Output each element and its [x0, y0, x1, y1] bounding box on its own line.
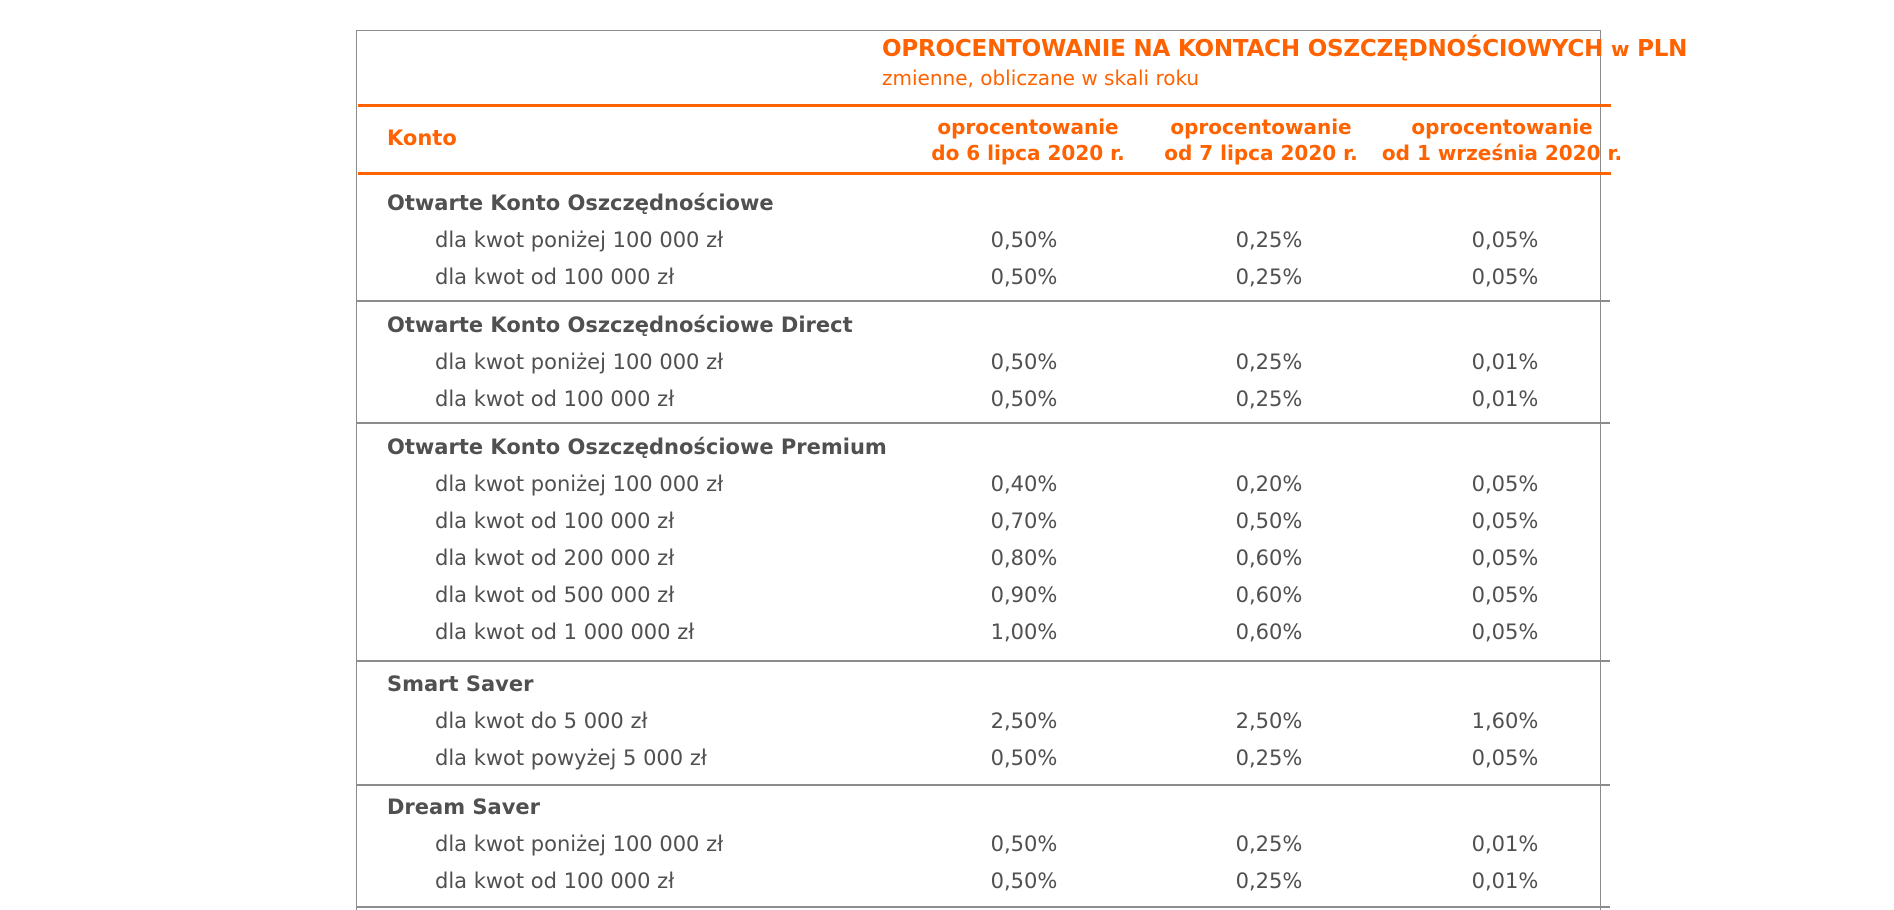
rate-value: 0,50% [1235, 509, 1303, 533]
rate-value: 0,05% [1471, 472, 1539, 496]
rate-value: 0,25% [1235, 746, 1303, 770]
column-header-line: od 7 lipca 2020 r. [1164, 141, 1358, 165]
rate-value: 0,25% [1235, 387, 1303, 411]
table-row: dla kwot od 100 000 zł 0,50% 0,25% 0,01% [0, 863, 1894, 900]
rate-value: 0,25% [1235, 869, 1303, 893]
rate-value: 0,05% [1471, 509, 1539, 533]
column-header-line: oprocentowanie [1170, 115, 1352, 139]
rate-value: 0,60% [1235, 546, 1303, 570]
table-row: dla kwot poniżej 100 000 zł 0,50% 0,25% 0,0… [0, 222, 1894, 259]
group-row: Smart Saver [0, 666, 1894, 703]
group-row: Otwarte Konto Oszczędnościowe Premium [0, 429, 1894, 466]
rate-value: 0,05% [1471, 228, 1539, 252]
amount-tier-label: dla kwot do 5 000 zł [435, 709, 648, 733]
amount-tier-label: dla kwot od 500 000 zł [435, 583, 675, 607]
header-top-rule [358, 104, 1611, 107]
group-separator [356, 300, 1610, 302]
rate-value: 0,01% [1471, 387, 1539, 411]
account-group-name: Otwarte Konto Oszczędnościowe [387, 191, 774, 215]
rate-value: 2,50% [990, 709, 1058, 733]
rate-value: 0,05% [1471, 265, 1539, 289]
rate-value: 0,25% [1235, 350, 1303, 374]
table-row: dla kwot od 100 000 zł 0,50% 0,25% 0,01% [0, 381, 1894, 418]
rate-value: 0,50% [990, 350, 1058, 374]
group-row: Otwarte Konto Oszczędnościowe [0, 185, 1894, 222]
table-title: OPROCENTOWANIE NA KONTACH OSZCZĘDNOŚCIOW… [882, 36, 1687, 62]
table-row: dla kwot poniżej 100 000 zł 0,50% 0,25% 0,0… [0, 826, 1894, 863]
table-row: dla kwot od 200 000 zł 0,80% 0,60% 0,05% [0, 540, 1894, 577]
rate-value: 0,60% [1235, 583, 1303, 607]
table-row: dla kwot do 5 000 zł 2,50% 2,50% 1,60% [0, 703, 1894, 740]
column-header-account: Konto [387, 126, 457, 150]
rate-value: 0,05% [1471, 546, 1539, 570]
rate-value: 0,40% [990, 472, 1058, 496]
column-header-line: do 6 lipca 2020 r. [931, 141, 1125, 165]
column-header-rate-until-july-6: oprocentowanie do 6 lipca 2020 r. [931, 114, 1124, 166]
rate-value: 0,01% [1471, 832, 1539, 856]
amount-tier-label: dla kwot od 100 000 zł [435, 869, 675, 893]
table-row: dla kwot od 100 000 zł 0,50% 0,25% 0,05% [0, 259, 1894, 296]
group-row: Otwarte Konto Oszczędnościowe Direct [0, 307, 1894, 344]
amount-tier-label: dla kwot od 100 000 zł [435, 265, 675, 289]
title-main: OPROCENTOWANIE NA KONTACH OSZCZĘDNOŚCIOW… [882, 36, 1604, 62]
rate-value: 0,90% [990, 583, 1058, 607]
amount-tier-label: dla kwot poniżej 100 000 zł [435, 350, 724, 374]
account-group-name: Dream Saver [387, 795, 540, 819]
column-header-rate-from-september-1: oprocentowanie od 1 września 2020 r. [1382, 114, 1622, 166]
column-header-line: od 1 września 2020 r. [1381, 141, 1623, 165]
rate-value: 0,25% [1235, 832, 1303, 856]
amount-tier-label: dla kwot powyżej 5 000 zł [435, 746, 707, 770]
rate-value: 0,01% [1471, 350, 1539, 374]
rate-value: 0,50% [990, 387, 1058, 411]
amount-tier-label: dla kwot poniżej 100 000 zł [435, 228, 724, 252]
amount-tier-label: dla kwot od 1 000 000 zł [435, 620, 695, 644]
group-row: Dream Saver [0, 789, 1894, 826]
rate-value: 0,05% [1471, 583, 1539, 607]
amount-tier-label: dla kwot od 200 000 zł [435, 546, 675, 570]
column-header-line: oprocentowanie [1411, 115, 1593, 139]
rate-value: 0,50% [990, 265, 1058, 289]
group-separator [356, 906, 1610, 908]
rate-value: 0,60% [1235, 620, 1303, 644]
rate-value: 0,25% [1235, 228, 1303, 252]
group-separator [356, 660, 1610, 662]
rate-value: 0,80% [990, 546, 1058, 570]
account-group-name: Smart Saver [387, 672, 534, 696]
table-row: dla kwot powyżej 5 000 zł 0,50% 0,25% 0,05% [0, 740, 1894, 777]
column-header-rate-from-july-7: oprocentowanie od 7 lipca 2020 r. [1164, 114, 1357, 166]
account-group-name: Otwarte Konto Oszczędnościowe Direct [387, 313, 853, 337]
rate-value: 0,05% [1471, 620, 1539, 644]
table-row: dla kwot od 100 000 zł 0,70% 0,50% 0,05% [0, 503, 1894, 540]
amount-tier-label: dla kwot od 100 000 zł [435, 387, 675, 411]
rate-value: 2,50% [1235, 709, 1303, 733]
rate-value: 0,50% [990, 832, 1058, 856]
column-header-line: oprocentowanie [937, 115, 1119, 139]
table-row: dla kwot poniżej 100 000 zł 0,50% 0,25% 0,0… [0, 344, 1894, 381]
rate-value: 0,50% [990, 869, 1058, 893]
table-row: dla kwot poniżej 100 000 zł 0,40% 0,20% 0,0… [0, 466, 1894, 503]
amount-tier-label: dla kwot od 100 000 zł [435, 509, 675, 533]
table-row: dla kwot od 500 000 zł 0,90% 0,60% 0,05% [0, 577, 1894, 614]
rate-value: 1,60% [1471, 709, 1539, 733]
group-separator [356, 784, 1610, 786]
title-w: w [1610, 37, 1630, 61]
rate-value: 0,50% [990, 228, 1058, 252]
rate-value: 0,01% [1471, 869, 1539, 893]
table-subtitle: zmienne, obliczane w skali roku [882, 66, 1200, 90]
rate-value: 0,50% [990, 746, 1058, 770]
rate-value: 0,20% [1235, 472, 1303, 496]
amount-tier-label: dla kwot poniżej 100 000 zł [435, 832, 724, 856]
group-separator [356, 422, 1610, 424]
rate-value: 0,25% [1235, 265, 1303, 289]
rate-value: 0,05% [1471, 746, 1539, 770]
rate-value: 1,00% [990, 620, 1058, 644]
amount-tier-label: dla kwot poniżej 100 000 zł [435, 472, 724, 496]
rate-value: 0,70% [990, 509, 1058, 533]
account-group-name: Otwarte Konto Oszczędnościowe Premium [387, 435, 887, 459]
table-frame [356, 30, 1601, 910]
header-bottom-rule [358, 172, 1611, 175]
table-row: dla kwot od 1 000 000 zł 1,00% 0,60% 0,05% [0, 614, 1894, 651]
title-currency: PLN [1637, 36, 1688, 62]
